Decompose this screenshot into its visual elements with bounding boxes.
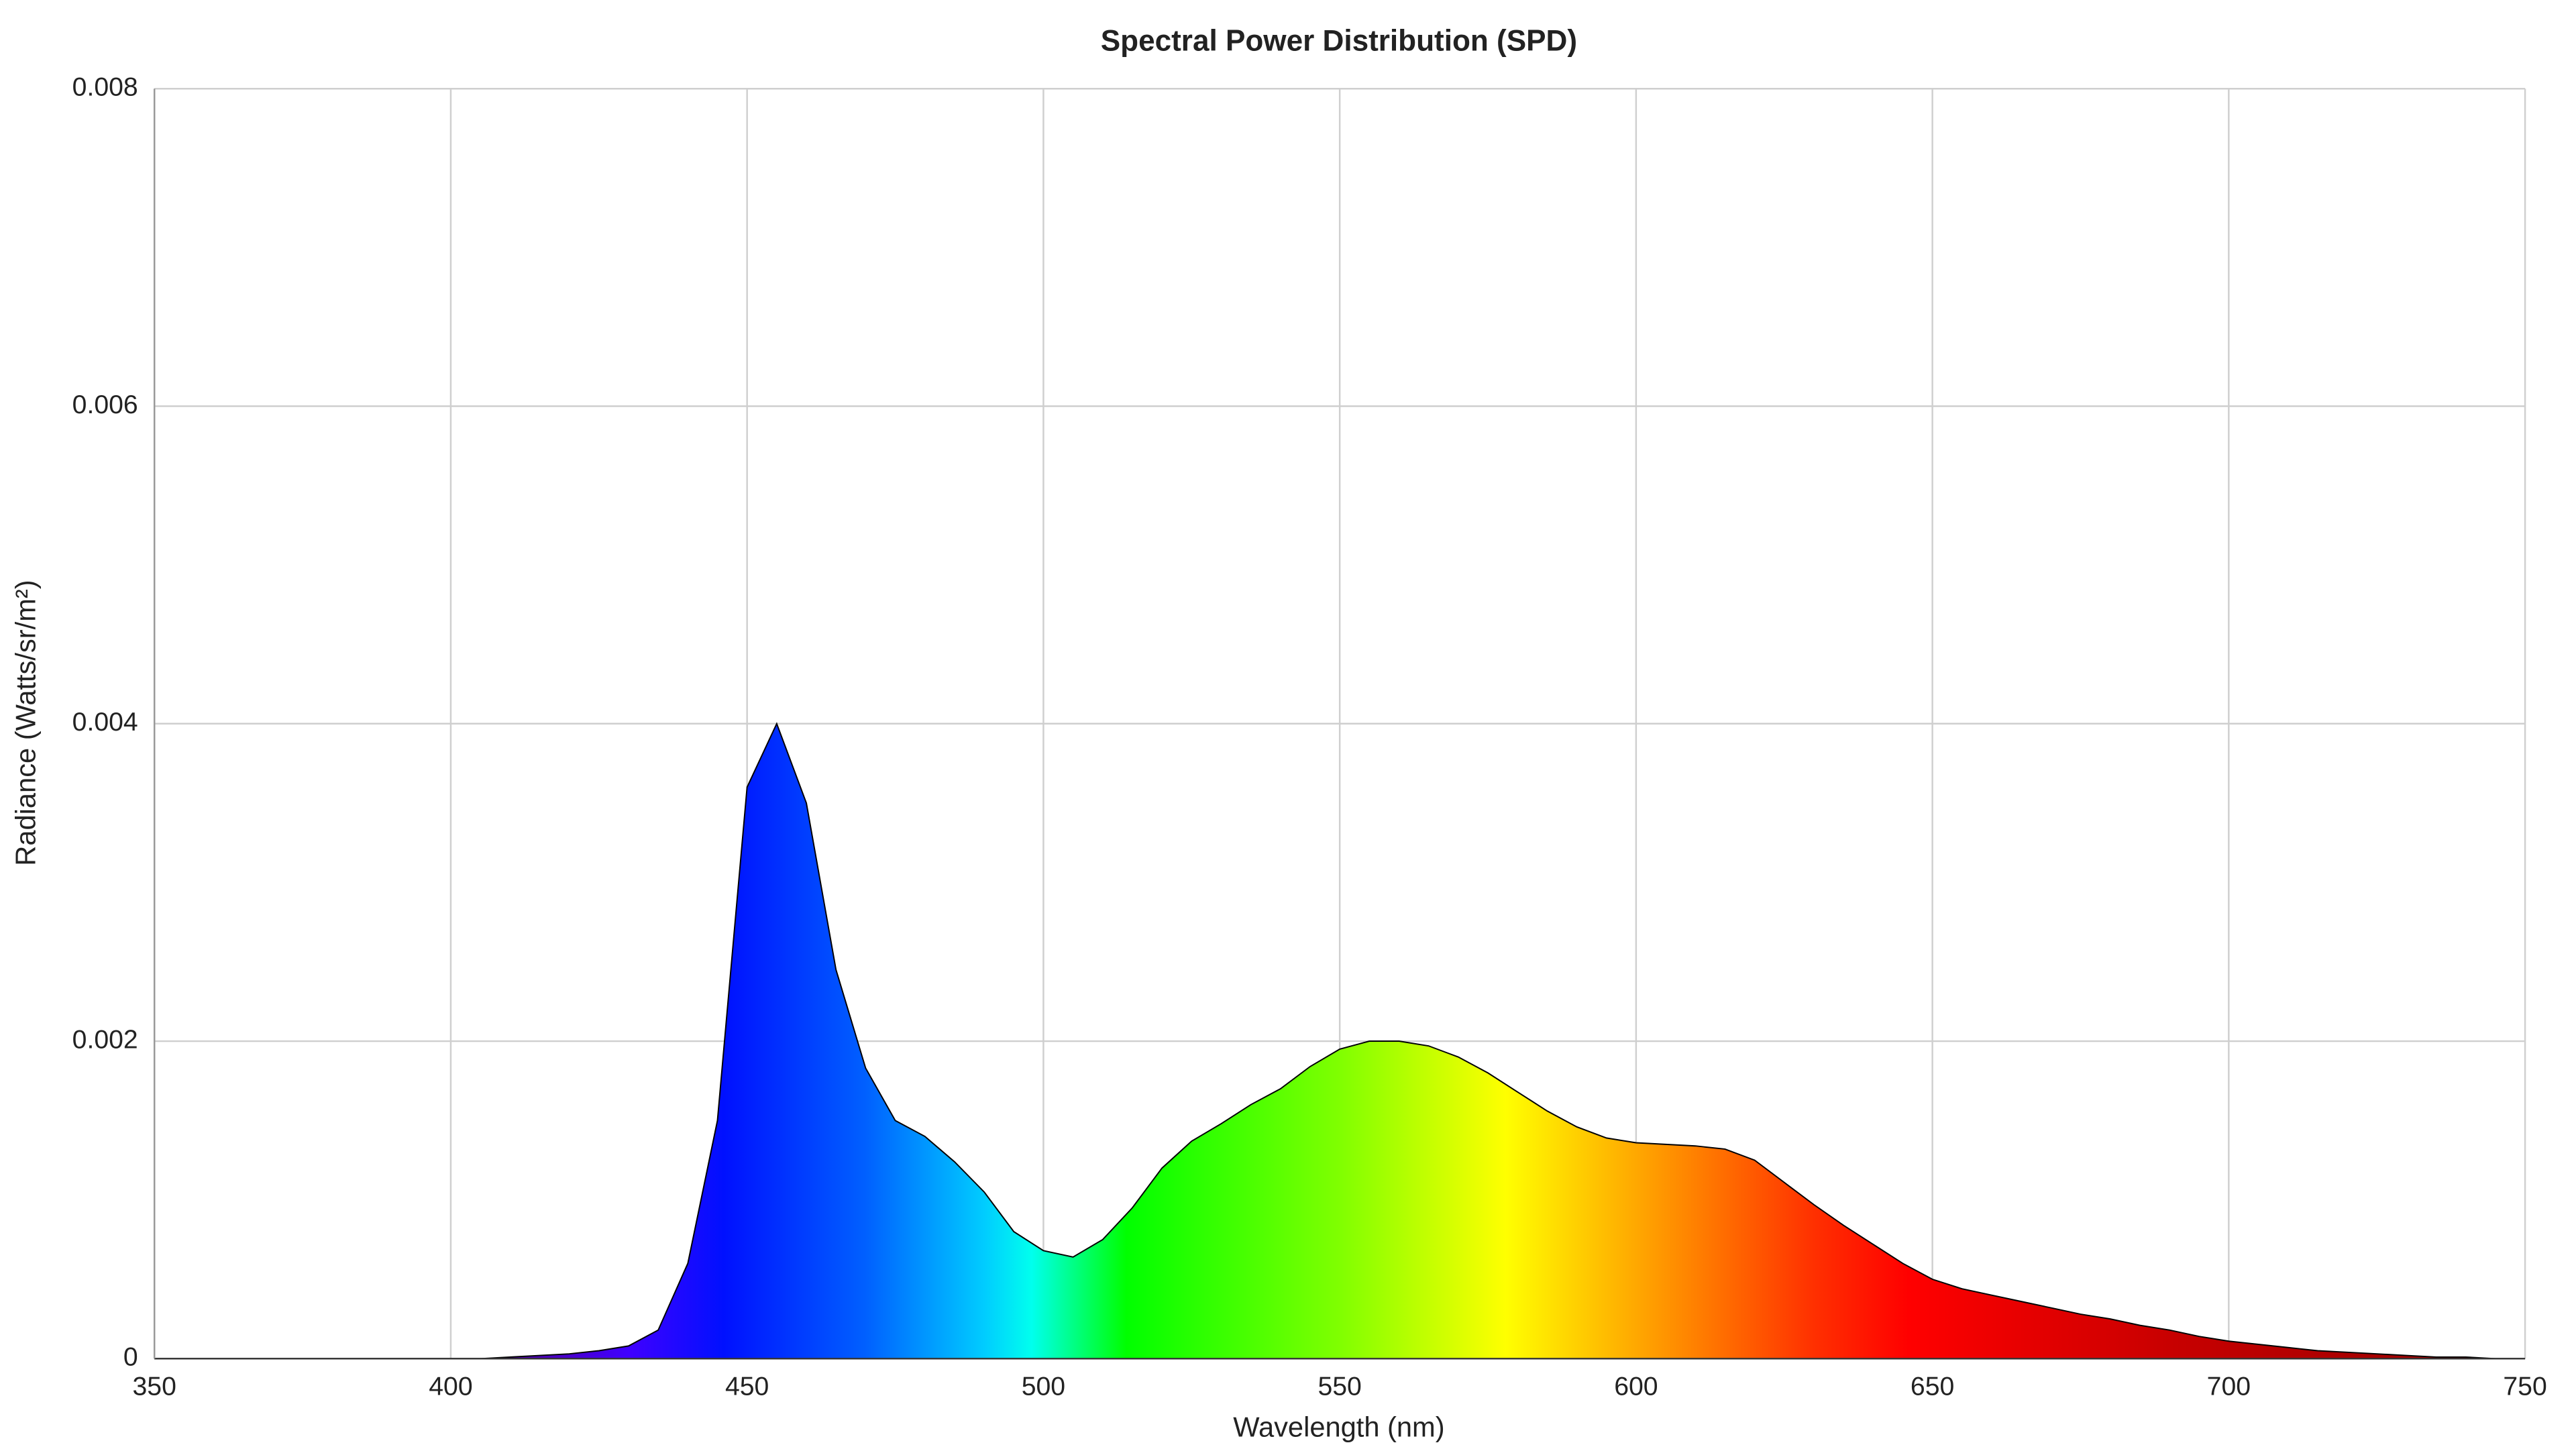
x-tick-label: 700 — [2207, 1373, 2251, 1401]
x-tick-label: 650 — [1911, 1373, 1954, 1401]
x-tick-label: 550 — [1318, 1373, 1361, 1401]
y-axis-label: Radiance (Watts/sr/m²) — [10, 580, 42, 865]
y-tick-label: 0.002 — [72, 1025, 138, 1054]
chart-title: Spectral Power Distribution (SPD) — [1101, 24, 1577, 57]
area-fill — [154, 723, 2526, 1359]
x-tick-label: 600 — [1614, 1373, 1658, 1401]
x-tick-label: 750 — [2503, 1373, 2546, 1401]
y-tick-label: 0.008 — [72, 73, 138, 102]
x-tick-label: 350 — [133, 1373, 176, 1401]
area-line — [154, 722, 2526, 1360]
x-tick-label: 500 — [1022, 1373, 1065, 1401]
y-tick-label: 0.004 — [72, 708, 138, 737]
y-tick-label: 0.006 — [72, 390, 138, 419]
x-tick-label: 400 — [429, 1373, 472, 1401]
x-axis-label: Wavelength (nm) — [1233, 1411, 1444, 1443]
y-tick-label: 0 — [123, 1343, 138, 1372]
x-tick-label: 450 — [725, 1373, 769, 1401]
